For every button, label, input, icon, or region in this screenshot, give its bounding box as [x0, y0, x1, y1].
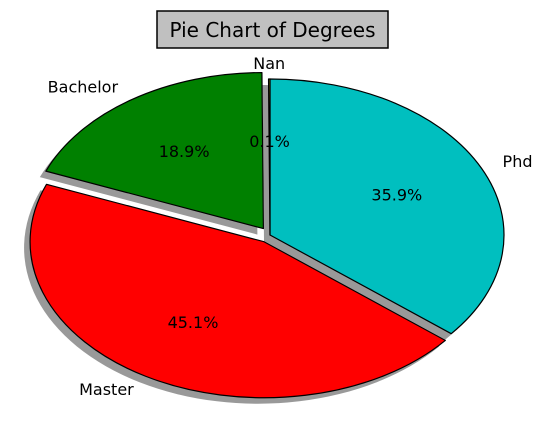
- category-label-nan: Nan: [253, 54, 285, 73]
- pct-label-phd: 35.9%: [371, 185, 422, 204]
- chart-title: Pie Chart of Degrees: [169, 18, 375, 42]
- category-labels: Phd Master Bachelor Nan: [48, 54, 533, 399]
- slice-bachelor: [45, 71, 264, 230]
- pct-label-master: 45.1%: [168, 313, 219, 332]
- pct-label-nan: 0.1%: [249, 132, 290, 151]
- category-label-phd: Phd: [503, 152, 533, 171]
- pct-label-bachelor: 18.9%: [159, 142, 210, 161]
- chart-title-box: [156, 10, 389, 49]
- slice-nan: [267, 78, 271, 236]
- slices: [29, 71, 505, 399]
- slice-master: [29, 183, 446, 399]
- category-label-bachelor: Bachelor: [48, 77, 119, 96]
- chart-title-group: Pie Chart of Degrees: [156, 10, 389, 49]
- slice-phd: [269, 78, 505, 335]
- category-label-master: Master: [79, 380, 134, 399]
- percentage-labels: 35.9% 45.1% 18.9% 0.1%: [159, 132, 423, 332]
